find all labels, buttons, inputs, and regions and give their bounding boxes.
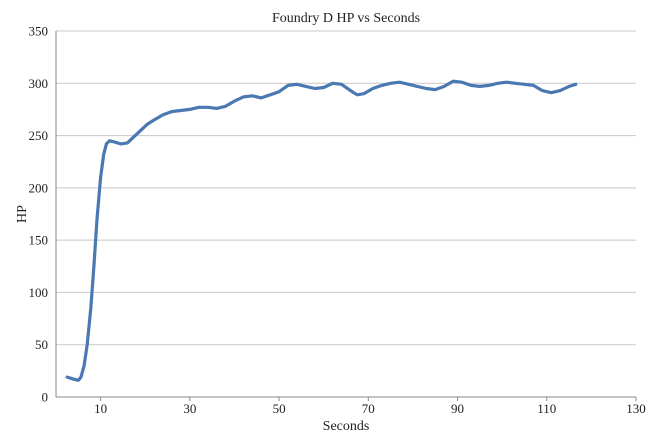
- y-tick-label: 150: [29, 233, 49, 248]
- gridlines: [56, 30, 636, 346]
- chart-title: Foundry D HP vs Seconds: [272, 11, 420, 26]
- x-tick-label: 10: [94, 401, 107, 416]
- y-tick-label: 100: [29, 285, 49, 300]
- y-tick-label: 200: [29, 180, 49, 195]
- y-tick-label: 300: [29, 76, 49, 91]
- x-axis-label: Seconds: [323, 419, 370, 434]
- y-axis-label: HP: [15, 205, 30, 223]
- y-tick-label: 0: [42, 390, 49, 405]
- x-tick-label: 110: [537, 401, 556, 416]
- y-tick-labels: 0 50 100 150 200 250 300 350: [29, 24, 49, 405]
- series-line: [65, 79, 578, 382]
- y-tick-label: 350: [29, 24, 49, 39]
- x-tick-label: 70: [362, 401, 375, 416]
- y-tick-label: 50: [35, 337, 48, 352]
- x-tick-label: 90: [451, 401, 464, 416]
- x-tick-labels: 10 30 50 70 90 110 130: [94, 401, 646, 416]
- x-tick-label: 30: [183, 401, 196, 416]
- series-group: [65, 79, 578, 382]
- y-tick-label: 250: [29, 128, 49, 143]
- axes: [55, 31, 637, 401]
- x-tick-label: 130: [626, 401, 646, 416]
- x-tick-label: 50: [273, 401, 286, 416]
